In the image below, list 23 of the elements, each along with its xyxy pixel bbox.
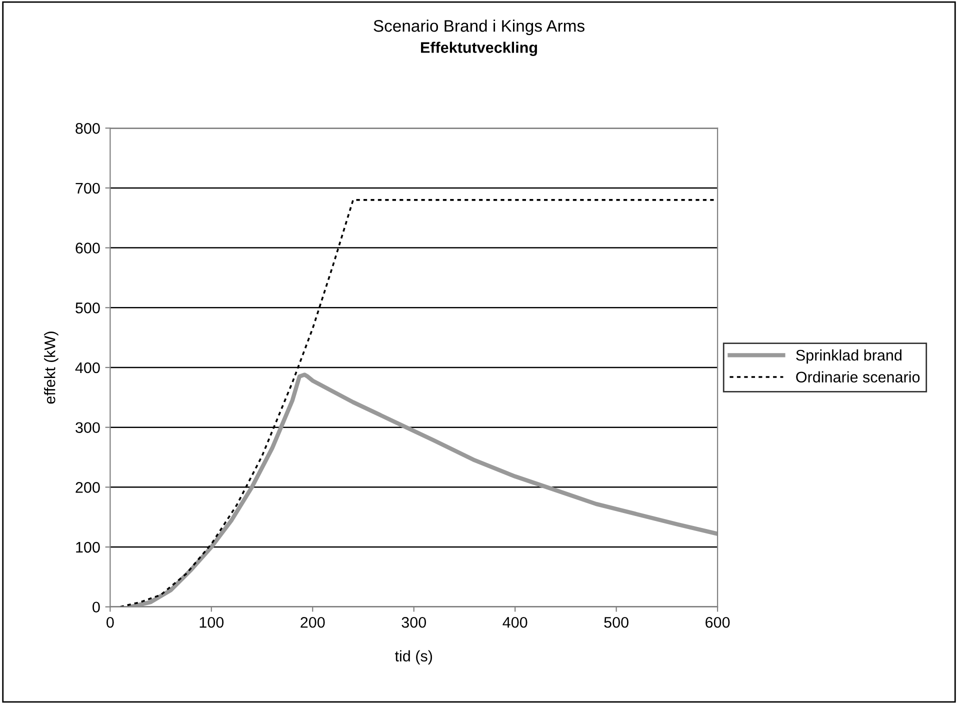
x-tick-label: 400 [502,616,528,628]
x-tick-label: 500 [604,616,628,628]
legend-label: Ordinarie scenario [796,371,920,383]
x-tick-label: 200 [300,616,325,628]
x-tick-label: 0 [106,616,114,628]
y-axis-title: effekt (kW) [44,332,58,404]
y-tick-label: 400 [75,362,100,374]
y-tick-label: 100 [76,542,100,553]
x-tick-label: 300 [402,616,426,628]
y-tick-label: 800 [76,122,100,134]
y-tick-label: 300 [76,422,100,434]
x-axis-title: tid (s) [394,650,432,664]
x-tick-label: 600 [706,616,730,628]
y-tick-label: 600 [76,242,100,254]
y-tick-label: 200 [76,482,100,493]
y-tick-label: 0 [92,602,100,613]
y-tick-label: 700 [76,182,100,194]
chart-subtitle: Effektutveckling [421,42,537,56]
line-series [128,372,718,607]
chart-title: Scenario Brand i Kings Arms [374,20,584,36]
legend-label: Sprinklad brand [796,349,902,364]
x-tick-label: 100 [200,616,224,628]
y-tick-label: 500 [76,302,100,314]
